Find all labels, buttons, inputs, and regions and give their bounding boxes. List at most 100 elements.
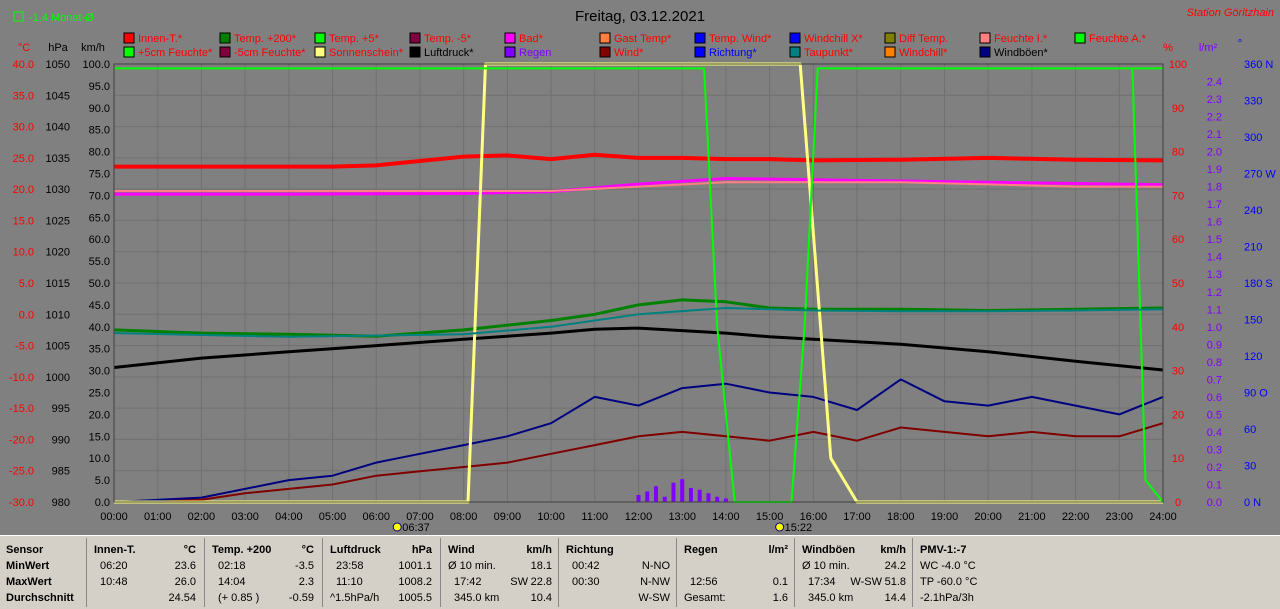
axis-tick-dir: 150: [1244, 315, 1262, 327]
stats-innen-max-time: 10:48: [100, 576, 128, 588]
axis-tick-speed: 80.0: [89, 147, 110, 159]
axis-unit-press: hPa: [48, 42, 68, 54]
chart-title: Freitag, 03.12.2021: [575, 8, 705, 25]
legend-label: Innen-T.*: [138, 33, 183, 45]
axis-tick-temp: 30.0: [13, 122, 34, 134]
axis-tick-speed: 75.0: [89, 169, 110, 181]
axis-tick-speed: 0.0: [95, 497, 110, 509]
axis-tick-speed: 90.0: [89, 103, 110, 115]
axis-tick-press: 995: [52, 403, 70, 415]
axis-tick-speed: 35.0: [89, 344, 110, 356]
axis-tick-rain: 1.0: [1207, 322, 1222, 334]
stats-boen-min-value: 24.2: [884, 560, 906, 572]
axis-unit-speed: km/h: [81, 42, 105, 54]
axis-tick-dir: 330: [1244, 96, 1262, 108]
stats-label-min: MinWert: [6, 560, 50, 572]
stats-temp200-min-value: -3.5: [295, 560, 314, 572]
rain-bar: [688, 487, 693, 502]
axis-tick-time: 15:00: [756, 511, 784, 523]
axis-tick-dir: 300: [1244, 132, 1262, 144]
axis-tick-press: 1000: [46, 372, 70, 384]
axis-tick-time: 18:00: [887, 511, 915, 523]
axis-tick-pct: 100: [1169, 59, 1187, 71]
axis-tick-time: 07:00: [406, 511, 434, 523]
rain-bar: [671, 482, 676, 502]
legend-label: Regen: [519, 47, 551, 59]
stats-pmv-line2: TP -60.0 °C: [920, 576, 978, 588]
axis-tick-speed: 20.0: [89, 409, 110, 421]
axis-tick-rain: 1.2: [1207, 287, 1222, 299]
station-name: Station Göritzhain: [1187, 7, 1274, 19]
axis-tick-time: 19:00: [931, 511, 959, 523]
stats-boen-max-dir: W-SW: [850, 576, 882, 588]
axis-tick-rain: 1.9: [1207, 164, 1222, 176]
legend-swatch: [1074, 32, 1086, 44]
stats-boen-avg-note: 345.0 km: [808, 592, 854, 604]
legend-swatch: [979, 32, 991, 44]
legend-label: Feuchte A.*: [1089, 33, 1147, 45]
stats-temp200-max-time: 14:04: [218, 576, 246, 588]
axis-tick-rain: 0.7: [1207, 374, 1222, 386]
axis-tick-speed: 25.0: [89, 388, 110, 400]
axis-tick-rain: 1.5: [1207, 234, 1222, 246]
stats-temp200-avg: -0.59: [288, 592, 314, 604]
axis-tick-time: 12:00: [625, 511, 653, 523]
axis-tick-press: 1025: [46, 215, 70, 227]
stats-temp200-max-value: 2.3: [298, 576, 314, 588]
legend-swatch: [789, 32, 801, 44]
month-indicator-label: -1.4 Monat-Ø: [29, 12, 94, 24]
axis-tick-temp: -20.0: [9, 434, 34, 446]
axis-tick-dir: 30: [1244, 461, 1256, 473]
stats-boen-title: Windböen: [802, 544, 856, 556]
axis-tick-temp: 40.0: [13, 59, 34, 71]
axis-tick-rain: 0.1: [1207, 479, 1222, 491]
axis-tick-press: 985: [52, 466, 70, 478]
stats-innen-min-value: 23.6: [174, 560, 196, 572]
stats-innen-title: Innen-T.: [94, 544, 136, 556]
axis-tick-rain: 0.6: [1207, 392, 1222, 404]
rain-bar: [645, 491, 650, 502]
stats-pmv-line3: -2.1hPa/3h: [920, 592, 974, 604]
axis-tick-speed: 85.0: [89, 125, 110, 137]
legend-label: Temp. +5*: [329, 33, 380, 45]
axis-tick-rain: 0.2: [1207, 462, 1222, 474]
stats-luftdruck-min-value: 1001.1: [398, 560, 432, 572]
stats-richtung-min-time: 00:42: [572, 560, 600, 572]
axis-tick-press: 1015: [46, 278, 70, 290]
stats-richtung-avg: W-SW: [638, 592, 670, 604]
axis-tick-time: 20:00: [974, 511, 1002, 523]
rain-bar: [697, 489, 702, 502]
axis-tick-pct: 50: [1172, 278, 1184, 290]
axis-tick-temp: 15.0: [13, 215, 34, 227]
axis-tick-speed: 45.0: [89, 300, 110, 312]
rain-bar: [680, 479, 685, 502]
legend-swatch: [219, 32, 231, 44]
axis-tick-pct: 30: [1172, 366, 1184, 378]
legend-swatch: [409, 46, 421, 58]
sunset-icon: [775, 522, 785, 532]
axis-tick-temp: -5.0: [15, 341, 34, 353]
legend-swatch: [979, 46, 991, 58]
axis-tick-time: 02:00: [188, 511, 216, 523]
series-line: [114, 181, 1163, 192]
stats-wind-max-time: 17:42: [454, 576, 482, 588]
stats-label-avg: Durchschnitt: [6, 592, 74, 604]
axis-unit-temp: °C: [18, 42, 30, 54]
axis-tick-time: 13:00: [668, 511, 696, 523]
month-indicator-icon: [13, 11, 24, 22]
axis-tick-temp: 0.0: [19, 309, 34, 321]
axis-tick-rain: 0.5: [1207, 409, 1222, 421]
axis-tick-time: 11:00: [581, 511, 608, 523]
stats-temp200-unit: °C: [301, 544, 314, 556]
axis-tick-time: 01:00: [144, 511, 172, 523]
stats-temp200-title: Temp. +200: [212, 544, 272, 556]
axis-tick-dir: 60: [1244, 424, 1256, 436]
axis-tick-pct: 70: [1172, 190, 1184, 202]
axis-unit-dir: °: [1238, 38, 1242, 50]
axis-tick-time: 16:00: [800, 511, 828, 523]
stats-temp200-panel: Temp. +200 °C 02:18 -3.5 14:04 2.3 (+ 0.85 …: [204, 538, 323, 607]
legend-swatch: [504, 46, 516, 58]
axis-tick-rain: 2.3: [1207, 94, 1222, 106]
stats-luftdruck-min-time: 23:58: [336, 560, 364, 572]
axis-tick-rain: 0.3: [1207, 444, 1222, 456]
